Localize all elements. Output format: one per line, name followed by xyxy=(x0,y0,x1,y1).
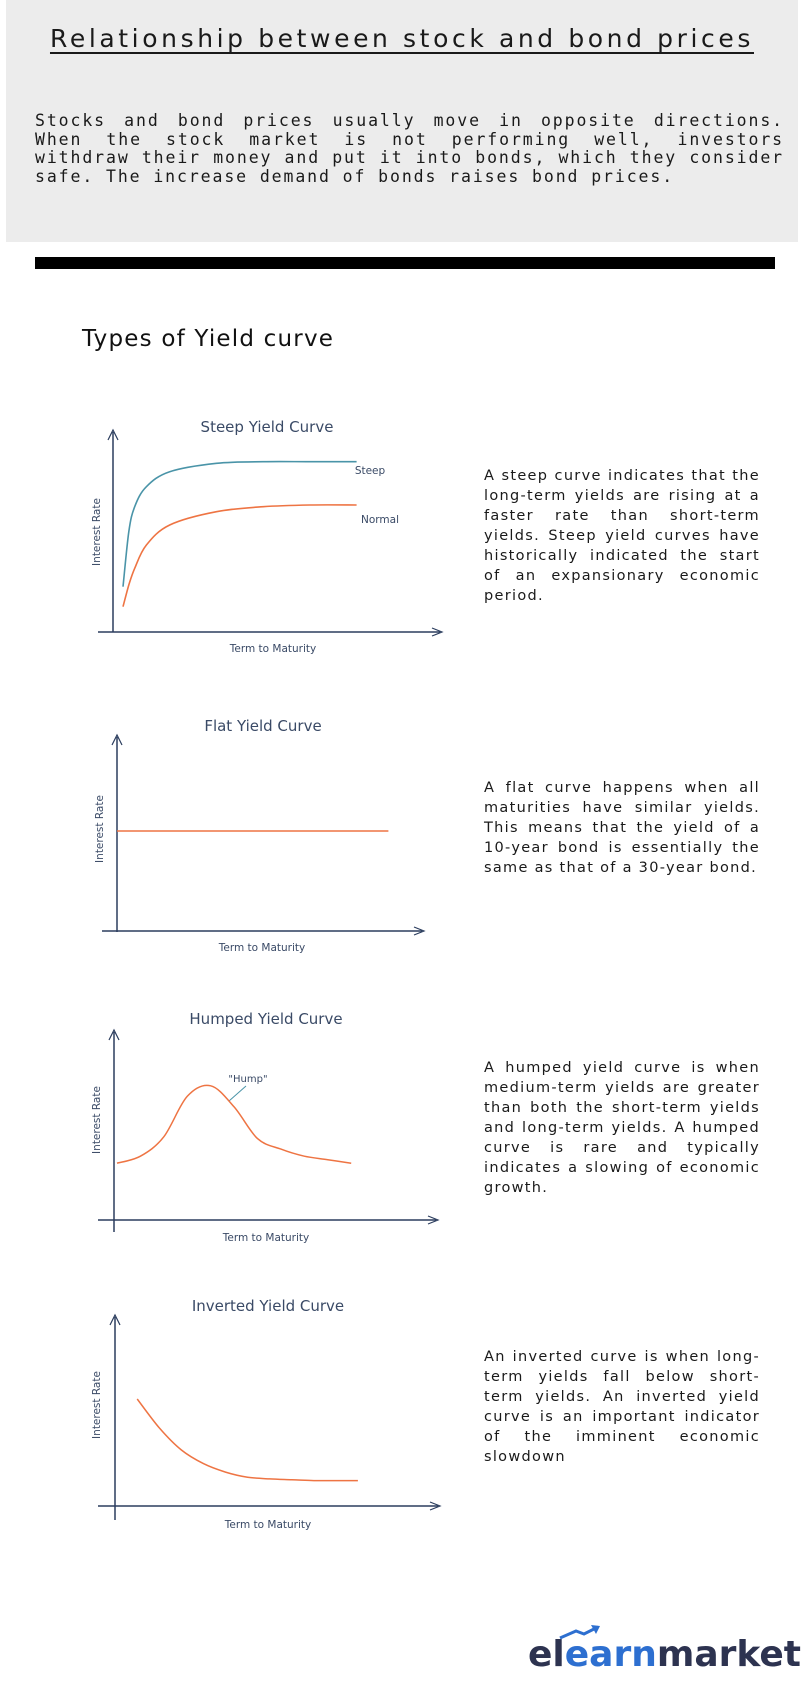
y-axis-label: Interest Rate xyxy=(91,1371,103,1439)
y-axis-arrow-icon xyxy=(109,1313,121,1326)
humped-curve-description: A humped yield curve is when medium-term… xyxy=(484,1060,760,1196)
x-axis-label: Term to Maturity xyxy=(229,643,317,655)
y-axis-label: Interest Rate xyxy=(91,498,103,566)
flat-yield-chart: Flat Yield Curve Interest Rate Term to M… xyxy=(80,707,450,957)
steep-series-line xyxy=(122,460,357,587)
inverted-yield-chart: Inverted Yield Curve Interest Rate Term … xyxy=(80,1287,450,1537)
hump-annotation: "Hump" xyxy=(228,1074,267,1085)
y-axis-arrow-icon xyxy=(111,733,123,746)
x-axis-label: Term to Maturity xyxy=(222,1232,310,1244)
y-axis-label: Interest Rate xyxy=(91,1086,103,1154)
logo-text-earn: earn xyxy=(564,1634,657,1675)
normal-series-line xyxy=(122,504,357,607)
page-title: Relationship between stock and bond pric… xyxy=(49,24,754,53)
y-axis-arrow-icon xyxy=(108,1028,120,1041)
steep-yield-chart: Steep Yield Curve Interest Rate Term to … xyxy=(80,410,450,660)
section-title: Types of Yield curve xyxy=(82,326,335,352)
section-divider xyxy=(35,257,775,269)
intro-paragraph: Stocks and bond prices usually move in o… xyxy=(35,111,784,186)
x-axis-label: Term to Maturity xyxy=(224,1519,312,1531)
humped-yield-chart-svg: Humped Yield Curve Interest Rate Term to… xyxy=(91,1010,440,1244)
logo-text-markets: markets xyxy=(656,1634,802,1675)
logo-text-el: el xyxy=(528,1634,565,1675)
hump-pointer-line xyxy=(228,1085,247,1102)
chart-title: Steep Yield Curve xyxy=(201,418,334,436)
x-axis-arrow-icon xyxy=(429,1501,442,1511)
steep-yield-chart-svg: Steep Yield Curve Interest Rate Term to … xyxy=(91,418,444,655)
elearnmarkets-logo: elearnmarkets xyxy=(528,1625,802,1678)
inverted-series-line xyxy=(136,1398,358,1482)
humped-series-line xyxy=(116,1084,352,1164)
chart-title: Humped Yield Curve xyxy=(189,1010,342,1028)
x-axis-arrow-icon xyxy=(413,926,426,936)
chart-title: Flat Yield Curve xyxy=(204,717,321,735)
x-axis-arrow-icon xyxy=(427,1215,440,1225)
humped-yield-chart: Humped Yield Curve Interest Rate Term to… xyxy=(80,1002,450,1252)
inverted-curve-description: An inverted curve is when long-term yiel… xyxy=(484,1349,760,1465)
steep-series-label: Steep xyxy=(355,465,386,477)
y-axis-arrow-icon xyxy=(107,428,119,441)
x-axis-label: Term to Maturity xyxy=(218,942,306,954)
logo-arrow-icon xyxy=(559,1625,600,1640)
x-axis-arrow-icon xyxy=(431,627,444,637)
chart-title: Inverted Yield Curve xyxy=(192,1297,344,1315)
inverted-yield-chart-svg: Inverted Yield Curve Interest Rate Term … xyxy=(91,1297,442,1531)
header-panel: Relationship between stock and bond pric… xyxy=(6,0,798,242)
steep-curve-description: A steep curve indicates that the long-te… xyxy=(484,468,760,604)
flat-yield-chart-svg: Flat Yield Curve Interest Rate Term to M… xyxy=(94,717,426,954)
y-axis-label: Interest Rate xyxy=(94,795,106,863)
flat-curve-description: A flat curve happens when all maturities… xyxy=(484,780,760,876)
normal-series-label: Normal xyxy=(361,514,399,526)
